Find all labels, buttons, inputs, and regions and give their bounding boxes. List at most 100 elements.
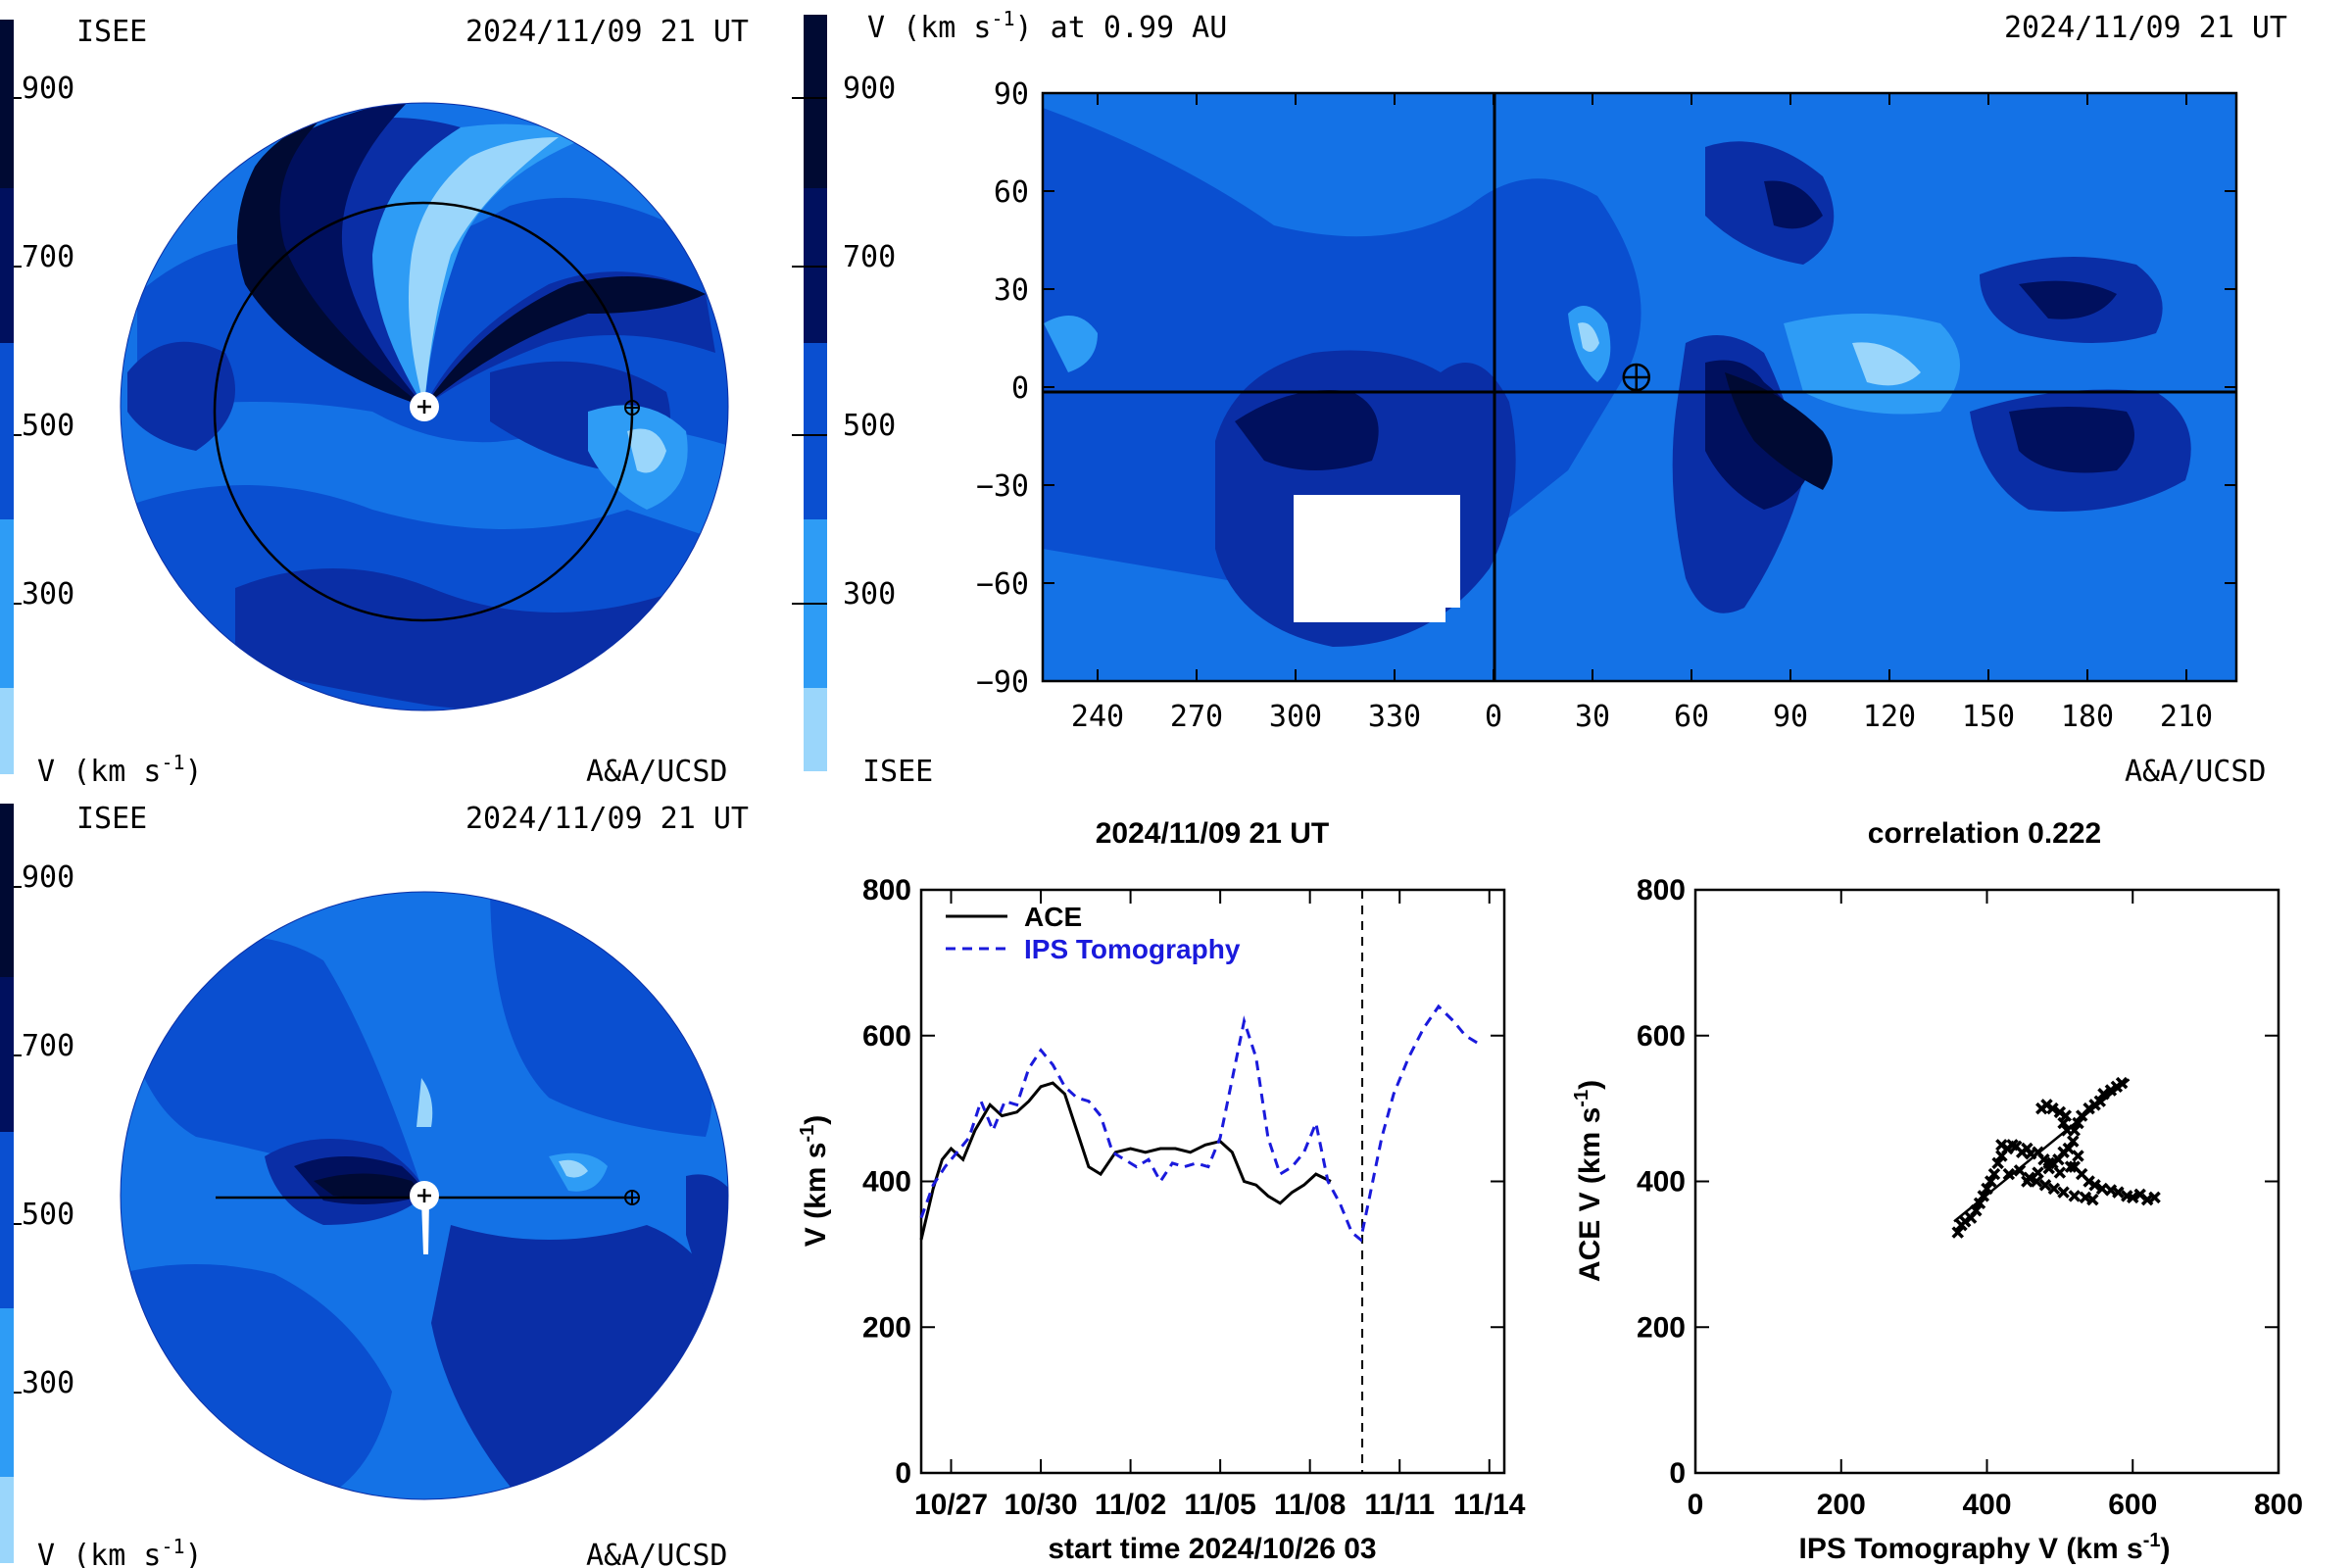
line-chart-panel: 2024/11/09 21 UT 0 200 400 600 800 10/27 10/30… (797, 817, 1526, 1565)
scatter-point-stroke (2023, 1171, 2035, 1185)
colorbar-band (0, 977, 14, 1132)
scatter-point-stroke (2010, 1140, 2023, 1153)
x-tick-label: 30 (1575, 700, 1610, 734)
scatter-point (2002, 1167, 2016, 1181)
scatter-chart-frame (1693, 888, 2280, 1475)
scatter-point (2068, 1190, 2081, 1202)
panel-top-left: 900 700 500 300 ISEE 2024/11/09 21 UT (0, 15, 749, 789)
scatter-point (2023, 1171, 2035, 1185)
scatter-point-stroke (1973, 1197, 1986, 1210)
scatter-point-stroke (2067, 1135, 2080, 1148)
y-tick-label: 0 (1011, 371, 1029, 406)
panel-label-left: ISEE (76, 802, 147, 836)
earth-marker (624, 1190, 640, 1205)
legend-label-ace: ACE (1024, 902, 1082, 932)
colorbar-tick-label: 900 (843, 72, 896, 106)
x-tick-label: 120 (1863, 700, 1916, 734)
scatter-point-stroke (2057, 1116, 2070, 1130)
line-chart-ylabel: V (km s-1) (797, 1115, 832, 1248)
x-tick-label: 600 (2108, 1489, 2157, 1521)
scatter-point (2032, 1166, 2044, 1179)
scatter-point (2072, 1116, 2084, 1130)
panel-datetime: 2024/11/09 21 UT (466, 802, 749, 836)
scatter-point-stroke (2097, 1088, 2110, 1101)
colorbar-top-left: 900 700 500 300 (0, 20, 74, 774)
x-tick-label: 270 (1170, 700, 1223, 734)
scatter-chart-title: correlation 0.222 (1868, 817, 2101, 850)
x-tick-label: 11/14 (1453, 1489, 1526, 1521)
line-chart-axes: 0 200 400 600 800 10/27 10/30 11/02 11/05 11/08 11… (862, 874, 1526, 1521)
colorbar-band (0, 1477, 14, 1563)
scatter-point (2030, 1175, 2043, 1188)
scatter-point-stroke (2047, 1182, 2061, 1196)
colorbar-tick-label: 900 (22, 860, 74, 895)
x-tick-label: 0 (1485, 700, 1502, 734)
sun-marker (410, 392, 439, 421)
x-tick-label: 210 (2160, 700, 2213, 734)
scatter-point-stroke (2013, 1164, 2027, 1177)
y-tick-label: 60 (994, 175, 1029, 210)
colorbar-band (804, 688, 827, 771)
y-tick-label: 400 (1637, 1166, 1686, 1199)
scatter-point-stroke (2042, 1161, 2055, 1175)
scatter-point (2038, 1178, 2052, 1192)
scatter-point-stroke (1970, 1204, 1983, 1217)
scatter-point (2013, 1164, 2027, 1177)
scatter-point (2127, 1191, 2139, 1204)
scatter-point-stroke (2032, 1166, 2044, 1179)
scatter-point-stroke (2148, 1191, 2161, 1204)
y-tick-label: −60 (976, 567, 1029, 602)
scatter-point-stroke (1991, 1156, 2004, 1170)
colorbar-tick-label: 300 (843, 577, 896, 612)
line-chart-legend: ACE IPS Tomography (946, 902, 1241, 964)
colorbar-top-right: 900 700 500 300 (792, 15, 896, 771)
panel-datetime: 2024/11/09 21 UT (466, 15, 749, 49)
y-tick-label: 30 (994, 273, 1029, 308)
x-tick-label: 300 (1269, 700, 1322, 734)
y-tick-label: 800 (862, 874, 911, 906)
scatter-point-stroke (2086, 1193, 2099, 1206)
series-line-ips-tomography (919, 1004, 1479, 1243)
scatter-point-stroke (2046, 1102, 2059, 1115)
scatter-point-stroke (2059, 1109, 2073, 1122)
scatter-point-stroke (2064, 1160, 2078, 1173)
scatter-point (2057, 1116, 2070, 1130)
scatter-chart-axes: 0 200 400 600 800 0 200 400 600 800 (1637, 874, 2303, 1521)
y-tick-label: 0 (895, 1457, 911, 1490)
scatter-point-stroke (2068, 1190, 2081, 1202)
scatter-chart-ylabel: ACE V (km s-1) (1571, 1080, 1606, 1282)
scatter-point-stroke (2112, 1186, 2125, 1199)
colorbar-tick-label: 700 (22, 1029, 74, 1063)
scatter-point (1987, 1167, 2001, 1181)
colorbar-band (0, 688, 14, 774)
panel-bottom-left: 900 700 500 300 ISEE 2024/11/09 21 UT (0, 802, 749, 1568)
colorbar-unit-label: V (km s-1) (37, 1535, 203, 1568)
colorbar-band (0, 519, 14, 688)
scatter-point-stroke (2053, 1166, 2067, 1179)
panel-top-right: V (km s-1) at 0.99 AU 2024/11/09 21 UT 9… (792, 7, 2287, 789)
scatter-point (2053, 1166, 2067, 1179)
x-tick-label: 400 (1962, 1489, 2011, 1521)
scatter-point-stroke (2068, 1160, 2081, 1173)
regression-fit-line (1953, 1078, 2131, 1223)
scatter-chart-points (1951, 1076, 2161, 1239)
scatter-point-stroke (2095, 1182, 2109, 1196)
colorbar-tick-label: 300 (22, 1366, 74, 1400)
colorbar-band (804, 15, 827, 188)
colorbar-tick-label: 300 (22, 577, 74, 612)
credit-label: A&A/UCSD (586, 755, 728, 789)
scatter-point-stroke (2062, 1142, 2076, 1155)
x-tick-label: 10/30 (1004, 1489, 1078, 1521)
scatter-point (2115, 1076, 2129, 1090)
earth-marker (624, 400, 640, 416)
y-tick-label: 400 (862, 1166, 911, 1199)
line-chart-title: 2024/11/09 21 UT (1096, 817, 1330, 850)
panel-label-bottom: ISEE (862, 755, 933, 789)
x-tick-label: 11/08 (1274, 1489, 1346, 1521)
scatter-point-stroke (2140, 1193, 2154, 1206)
x-tick-label: 240 (1071, 700, 1124, 734)
credit-label: A&A/UCSD (2125, 755, 2267, 789)
x-tick-label: 180 (2061, 700, 2114, 734)
scatter-point-stroke (1981, 1182, 1993, 1196)
